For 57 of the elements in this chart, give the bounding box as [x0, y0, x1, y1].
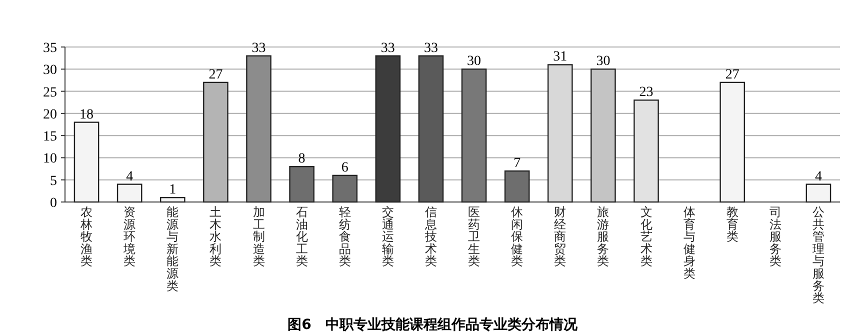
bar	[590, 68, 616, 203]
data-label: 33	[424, 40, 438, 56]
bar	[332, 174, 358, 203]
data-label: 4	[126, 169, 134, 184]
x-tick-label: 石油化工类	[296, 205, 308, 268]
data-label: 31	[553, 50, 568, 65]
bar	[289, 166, 314, 203]
x-tick-label: 土木水利类	[210, 205, 222, 268]
data-label: 27	[208, 67, 223, 82]
x-tick-label: 司法服务类	[769, 205, 782, 268]
y-tick-label: 25	[43, 85, 57, 100]
data-label: 30	[596, 54, 610, 70]
data-label: 8	[298, 152, 306, 167]
x-tick-label: 资源环境类	[122, 205, 136, 268]
data-label: 33	[252, 40, 266, 56]
bar	[806, 184, 832, 203]
y-tick-label: 10	[43, 152, 57, 167]
x-tick-label: 医药卫生类	[468, 205, 480, 268]
data-label: 30	[467, 54, 482, 70]
bar	[246, 55, 272, 203]
data-label: 4	[814, 169, 822, 184]
x-tick-label: 公共管理与服务类	[812, 205, 824, 306]
x-tick-label: 旅游服务类	[597, 205, 610, 268]
text: 图6 中职专业技能课程组作品专业类分布情况	[288, 316, 578, 333]
y-tick-label: 30	[43, 63, 57, 78]
x-tick-label: 体育与健身类	[683, 205, 696, 280]
x-tick-label: 农林牧渔类	[80, 205, 93, 268]
x-tick-label: 教育类	[726, 205, 738, 244]
y-tick-label: 35	[43, 41, 57, 56]
bar	[504, 170, 530, 203]
data-label: 23	[639, 85, 654, 100]
bar	[116, 184, 142, 203]
x-tick-label: 轻纺食品类	[338, 205, 351, 268]
bar	[634, 100, 659, 203]
data-label: 27	[725, 67, 740, 82]
x-tick-label: 休闲保健类	[511, 205, 524, 268]
bar	[74, 122, 100, 203]
bar	[547, 64, 573, 203]
y-tick-label: 5	[50, 174, 57, 189]
data-label: 18	[80, 107, 94, 122]
x-tick-label: 加工制造类	[252, 205, 265, 268]
bar	[720, 82, 746, 203]
y-tick-label: 20	[43, 107, 57, 122]
data-label: 7	[514, 156, 521, 171]
x-tick-label: 信息技术类	[424, 205, 437, 268]
bar	[461, 68, 487, 203]
x-tick-label: 能源与新能源类	[166, 205, 179, 293]
y-tick-label: 15	[43, 130, 57, 145]
x-tick-label: 文化艺术类	[640, 205, 652, 268]
x-tick-label: 财经商贸类	[554, 205, 566, 268]
y-tick-label: 0	[50, 196, 57, 211]
bar	[418, 55, 444, 203]
data-label: 33	[380, 40, 395, 56]
bar	[160, 196, 186, 203]
x-tick-label: 交通运输类	[382, 205, 394, 268]
data-label: 1	[169, 182, 176, 198]
data-label: 6	[341, 160, 348, 176]
